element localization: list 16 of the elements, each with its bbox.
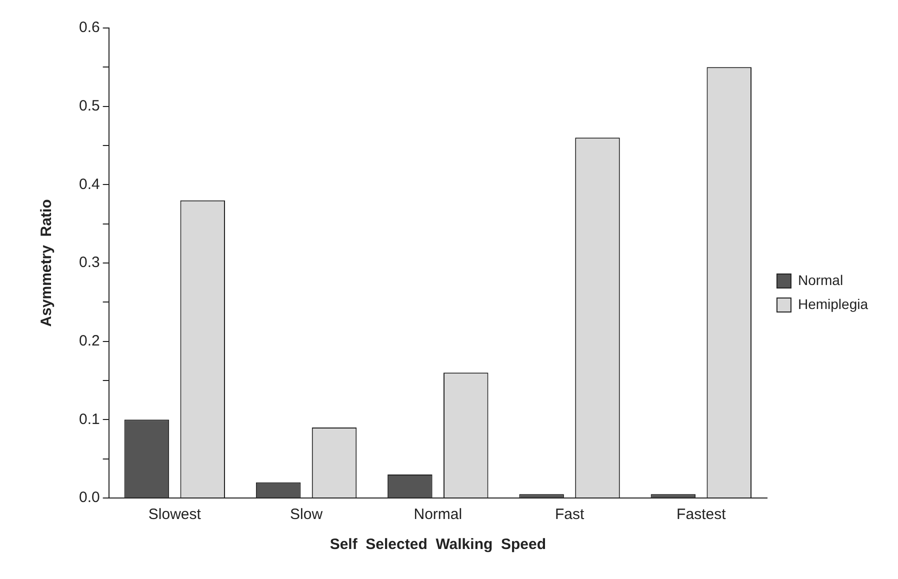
legend-label: Normal [798, 272, 844, 288]
x-tick-label: Slow [290, 506, 323, 524]
y-tick-label: 0.4 [78, 176, 100, 193]
x-axis-title: Self Selected Walking Speed [330, 536, 546, 554]
x-tick-label: Slowest [148, 506, 202, 524]
y-tick-label: 0.0 [78, 489, 100, 506]
y-tick-label: 0.2 [78, 332, 100, 350]
y-tick-label: 0.1 [78, 410, 100, 428]
x-tick-label: Fastest [676, 506, 727, 524]
y-tick-label: 0.5 [78, 97, 100, 114]
y-tick-label: 0.6 [78, 19, 100, 36]
x-tick-label: Fast [554, 506, 585, 524]
y-tick-label: 0.3 [78, 254, 100, 272]
legend-label: Hemiplegia [798, 296, 868, 312]
y-axis-title: Asymmetry Ratio [38, 199, 56, 327]
x-tick-label: Normal [414, 506, 462, 524]
